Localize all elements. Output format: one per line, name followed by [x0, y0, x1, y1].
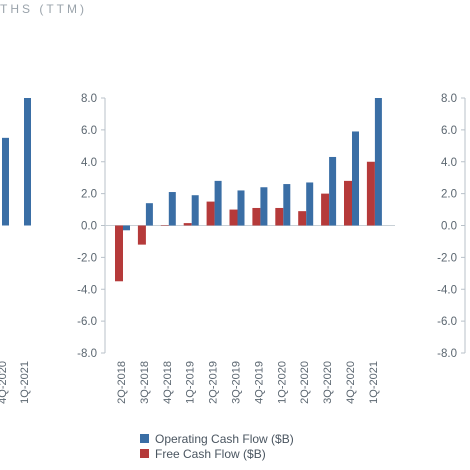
category-label-1q-2020: 1Q-2020	[276, 361, 288, 404]
center-y-tick-label: -8.0	[77, 348, 97, 360]
bar-operating-cash-flow-3q-2019	[237, 190, 245, 226]
center-y-tick-label: 2.0	[81, 189, 97, 201]
legend-item-free-cash-flow: Free Cash Flow ($B)	[140, 446, 294, 461]
bar-free-cash-flow-3q-2018	[137, 225, 146, 245]
center-y-tick-label: -6.0	[77, 316, 97, 328]
bar-free-cash-flow-3q-2020	[321, 193, 330, 226]
right-y-tick-label: 8.0	[441, 93, 457, 105]
category-label-3q-2020: 3Q-2020	[322, 361, 334, 404]
bar-free-cash-flow-3q-2019	[229, 209, 238, 226]
center-y-tick-label: 0.0	[81, 221, 97, 233]
bar-free-cash-flow-4q-2018	[160, 225, 169, 226]
bar-free-cash-flow-1q-2021	[366, 161, 375, 226]
bar-operating-cash-flow-2q-2020	[306, 182, 314, 226]
bar-operating-cash-flow-3q-2018	[145, 203, 153, 226]
category-label-3q-2018: 3Q-2018	[139, 361, 151, 404]
left-bar-operating-cash-flow-4q-2020	[2, 137, 9, 226]
center-y-tick-label: 8.0	[81, 93, 97, 105]
bar-operating-cash-flow-4q-2020	[352, 131, 359, 226]
center-y-tick-label: 4.0	[81, 157, 97, 169]
center-y-tick-label: -2.0	[77, 252, 97, 264]
right-y-tick-label: 6.0	[441, 125, 457, 137]
bar-operating-cash-flow-1q-2021	[374, 98, 382, 226]
bar-free-cash-flow-2q-2019	[206, 201, 215, 226]
bar-free-cash-flow-4q-2020	[344, 180, 352, 226]
category-label-1q-2021: 1Q-2021	[368, 361, 380, 404]
category-label-1q-2019: 1Q-2019	[185, 361, 197, 404]
right-y-tick-label: -6.0	[437, 316, 457, 328]
left-bar-operating-cash-flow-1q-2021	[24, 98, 31, 226]
chart-header-fragment: THS (TTM)	[0, 2, 87, 16]
category-label-1q-2021: 1Q-2021	[19, 361, 31, 404]
bar-operating-cash-flow-4q-2019	[260, 187, 268, 226]
bar-free-cash-flow-1q-2019	[183, 223, 192, 226]
bar-operating-cash-flow-4q-2018	[168, 192, 176, 226]
center-y-tick-label: -4.0	[77, 284, 97, 296]
category-label-2q-2020: 2Q-2020	[299, 361, 311, 404]
bar-free-cash-flow-4q-2019	[252, 207, 261, 226]
category-label-4q-2018: 4Q-2018	[162, 361, 174, 404]
bar-free-cash-flow-1q-2020	[275, 207, 284, 226]
bar-operating-cash-flow-2q-2018	[123, 225, 130, 231]
right-y-tick-label: 0.0	[441, 221, 457, 233]
right-y-tick-label: -4.0	[437, 284, 457, 296]
right-y-tick-label: 2.0	[441, 189, 457, 201]
category-label-2q-2019: 2Q-2019	[208, 361, 220, 404]
category-label-4q-2020: 4Q-2020	[345, 361, 357, 404]
legend-swatch-free-cash-flow	[140, 449, 149, 458]
legend-label-operating-cash-flow: Operating Cash Flow ($B)	[155, 431, 294, 446]
category-label-2q-2018: 2Q-2018	[116, 361, 128, 404]
category-label-3q-2019: 3Q-2019	[231, 361, 243, 404]
category-label-4q-2019: 4Q-2019	[253, 361, 265, 404]
center-y-tick-label: 6.0	[81, 125, 97, 137]
bar-operating-cash-flow-1q-2020	[283, 184, 291, 226]
right-y-tick-label: -8.0	[437, 348, 457, 360]
bar-free-cash-flow-2q-2018	[115, 225, 123, 282]
bar-operating-cash-flow-1q-2019	[191, 195, 199, 226]
right-y-tick-label: 4.0	[441, 157, 457, 169]
bar-operating-cash-flow-3q-2020	[329, 156, 337, 226]
bar-free-cash-flow-2q-2020	[298, 211, 307, 226]
chart-legend: Operating Cash Flow ($B) Free Cash Flow …	[140, 431, 294, 461]
bar-operating-cash-flow-2q-2019	[214, 180, 222, 226]
legend-item-operating-cash-flow: Operating Cash Flow ($B)	[140, 431, 294, 446]
right-y-tick-label: -2.0	[437, 252, 457, 264]
legend-swatch-operating-cash-flow	[140, 434, 149, 443]
legend-label-free-cash-flow: Free Cash Flow ($B)	[155, 446, 266, 461]
category-label-4q-2020: 4Q-2020	[0, 361, 9, 404]
